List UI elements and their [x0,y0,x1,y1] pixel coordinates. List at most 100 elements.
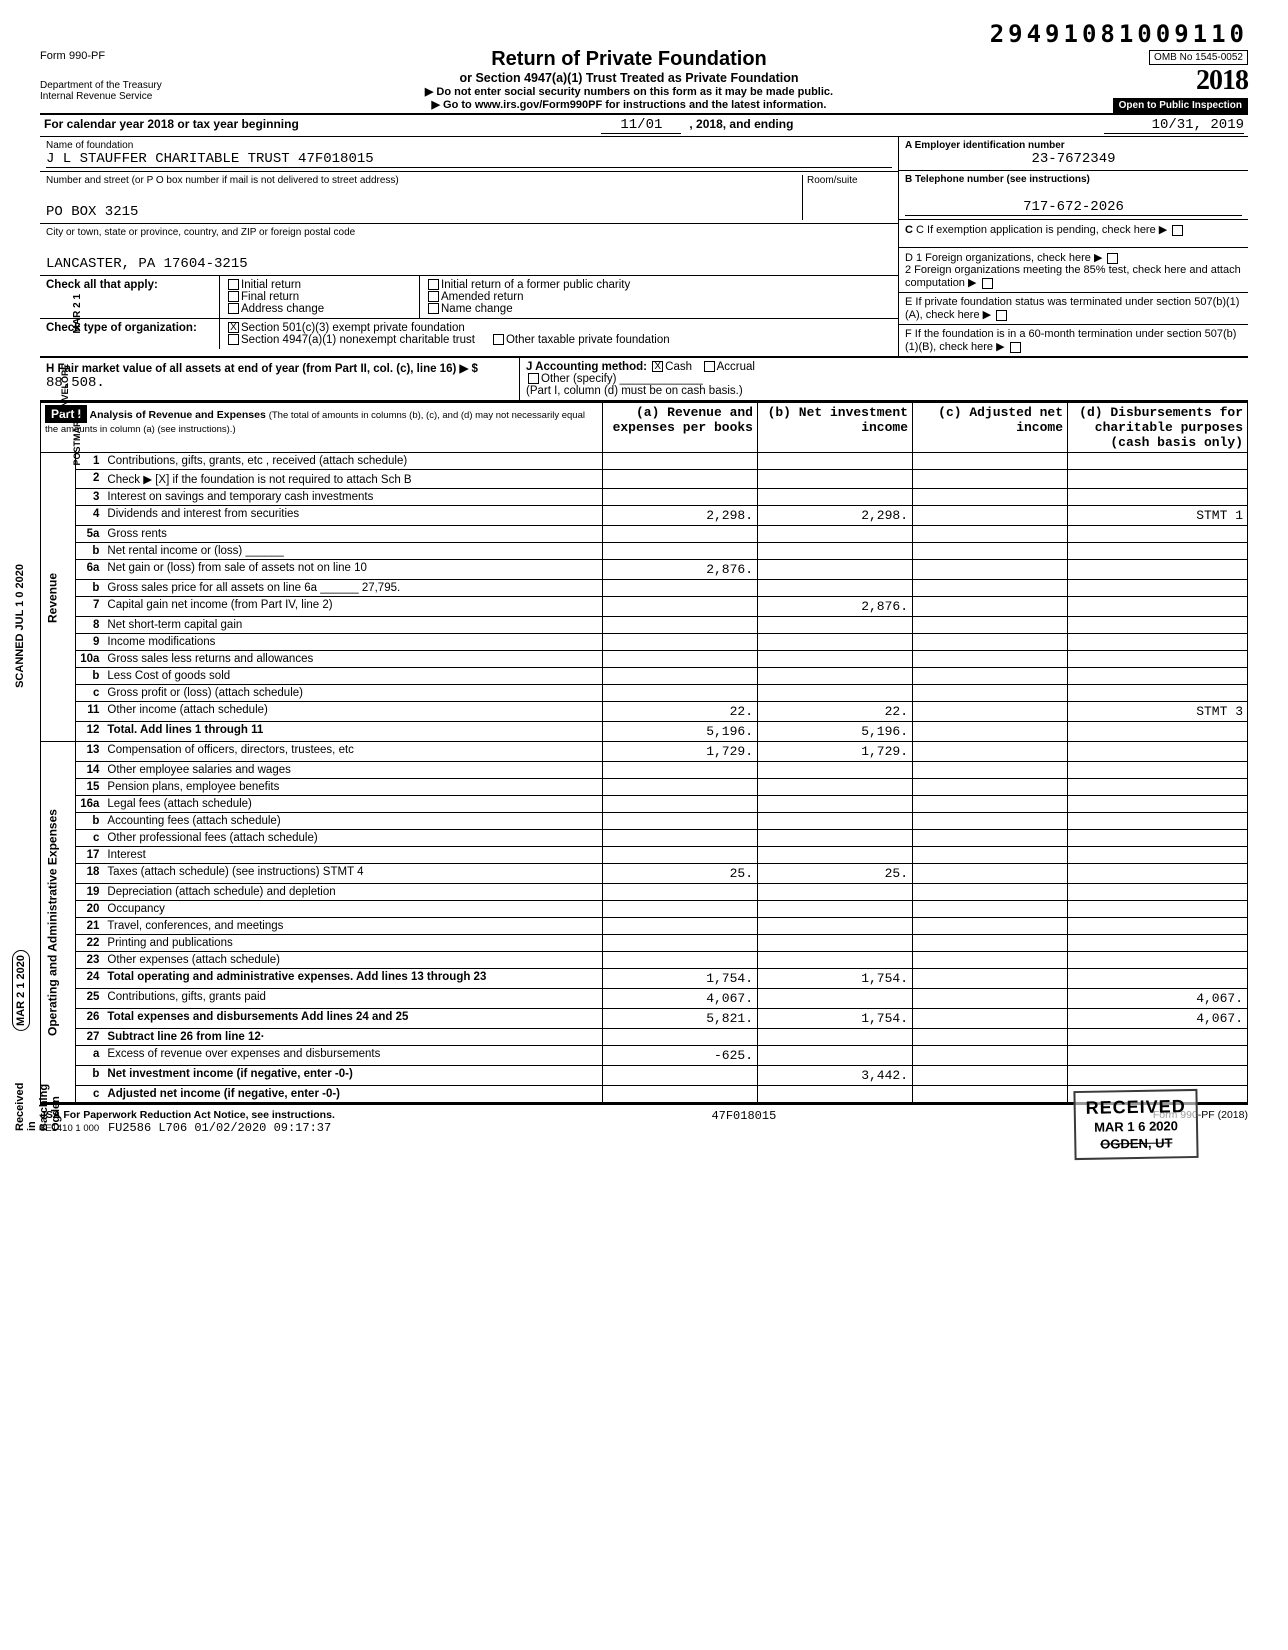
entity-right: A Employer identification number 23-7672… [898,137,1248,356]
addrchg-check[interactable] [228,303,239,314]
t501-check[interactable]: X [228,322,239,333]
amount-cell: 1,729. [603,742,758,762]
line-desc: Total. Add lines 1 through 11 [103,722,602,742]
amount-cell [1068,830,1248,847]
amended-check[interactable] [428,291,439,302]
ein: 23-7672349 [905,151,1242,167]
cash-check[interactable]: X [652,361,663,372]
amount-cell [603,1066,758,1086]
amount-cell [758,884,913,901]
other-check[interactable] [528,373,539,384]
amount-cell [603,762,758,779]
c-label: C If exemption application is pending, c… [916,224,1156,236]
amount-cell [758,952,913,969]
apply-label: Check all that apply: [40,276,220,318]
postmark-stamp: POSTMARK [70,410,84,470]
table-row: 3Interest on savings and temporary cash … [41,489,1248,506]
ein-label: A Employer identification number [905,140,1242,151]
amount-cell [1068,884,1248,901]
line-desc: Total expenses and disbursements Add lin… [103,1009,602,1029]
amount-cell [758,1029,913,1046]
amount-cell: 5,821. [603,1009,758,1029]
amount-cell [603,580,758,597]
f-check[interactable] [1010,342,1021,353]
line-desc: Taxes (attach schedule) (see instruction… [103,864,602,884]
amount-cell: 2,298. [603,506,758,526]
amount-cell [758,813,913,830]
amount-cell: 3,442. [758,1066,913,1086]
d2-check[interactable] [982,278,993,289]
amount-cell [913,634,1068,651]
dept-1: Department of the Treasury [40,80,230,91]
amount-cell: 1,754. [758,969,913,989]
line-desc: Legal fees (attach schedule) [103,796,602,813]
line-number: 6a [75,560,103,580]
line-number: c [75,685,103,702]
amount-cell [913,1046,1068,1066]
t4947-check[interactable] [228,334,239,345]
amount-cell [603,526,758,543]
envelope-stamp: ENVELOPE [58,360,72,417]
tax-year: 2018 [1196,65,1248,96]
amount-cell [603,847,758,864]
line-desc: Interest [103,847,602,864]
part1-head-row: Part I Analysis of Revenue and Expenses … [41,403,1248,453]
footer-mid: 47F018015 [711,1109,776,1135]
table-row: 10aGross sales less returns and allowanc… [41,651,1248,668]
mar2-stamp: MAR 2 1 2020 [12,950,30,1031]
namechg-label: Name change [441,303,513,315]
e-check[interactable] [996,310,1007,321]
amount-cell [913,901,1068,918]
table-row: 7Capital gain net income (from Part IV, … [41,597,1248,617]
amount-cell [758,762,913,779]
amount-cell [1068,453,1248,470]
amount-cell [1068,580,1248,597]
final-check[interactable] [228,291,239,302]
room-label: Room/suite [807,175,892,186]
line-desc: Net investment income (if negative, ente… [103,1066,602,1086]
line-desc: Excess of revenue over expenses and disb… [103,1046,602,1066]
received-date: MAR 1 6 2020 [1086,1119,1186,1138]
namechg-check[interactable] [428,303,439,314]
amount-cell [758,543,913,560]
line-number: 21 [75,918,103,935]
amount-cell [758,651,913,668]
line-desc: Other expenses (attach schedule) [103,952,602,969]
table-row: 12Total. Add lines 1 through 115,196.5,1… [41,722,1248,742]
amount-cell [758,935,913,952]
initfmr-check[interactable] [428,279,439,290]
line-number: 11 [75,702,103,722]
omb-number: OMB No 1545-0052 [1149,50,1248,65]
d1-check[interactable] [1107,253,1118,264]
col-c: (c) Adjusted net income [913,403,1068,453]
tother-check[interactable] [493,334,504,345]
footer-batch: FU2586 L706 01/02/2020 09:17:37 [108,1121,331,1135]
amount-cell [758,918,913,935]
line-desc: Less Cost of goods sold [103,668,602,685]
line-number: 19 [75,884,103,901]
c-check[interactable] [1172,225,1183,236]
table-row: Operating and Administrative Expenses13C… [41,742,1248,762]
line-number: 27 [75,1029,103,1046]
amount-cell [758,1046,913,1066]
accrual-check[interactable] [704,361,715,372]
amount-cell [913,506,1068,526]
c-cell: C C If exemption application is pending,… [899,220,1248,248]
amount-cell [913,989,1068,1009]
line-number: 14 [75,762,103,779]
amount-cell [1068,685,1248,702]
amount-cell [758,634,913,651]
form-subtitle: or Section 4947(a)(1) Trust Treated as P… [240,71,1018,85]
form-prefix: Form [40,50,66,62]
footer-left: JSA For Paperwork Reduction Act Notice, … [40,1109,335,1135]
amount-cell [913,668,1068,685]
line-desc: Net gain or (loss) from sale of assets n… [103,560,602,580]
line-number: 7 [75,597,103,617]
phone-label: B Telephone number (see instructions) [905,174,1242,185]
line-desc: Occupancy [103,901,602,918]
amount-cell [603,617,758,634]
amount-cell [913,969,1068,989]
initial-check[interactable] [228,279,239,290]
amount-cell [913,779,1068,796]
line-number: 26 [75,1009,103,1029]
